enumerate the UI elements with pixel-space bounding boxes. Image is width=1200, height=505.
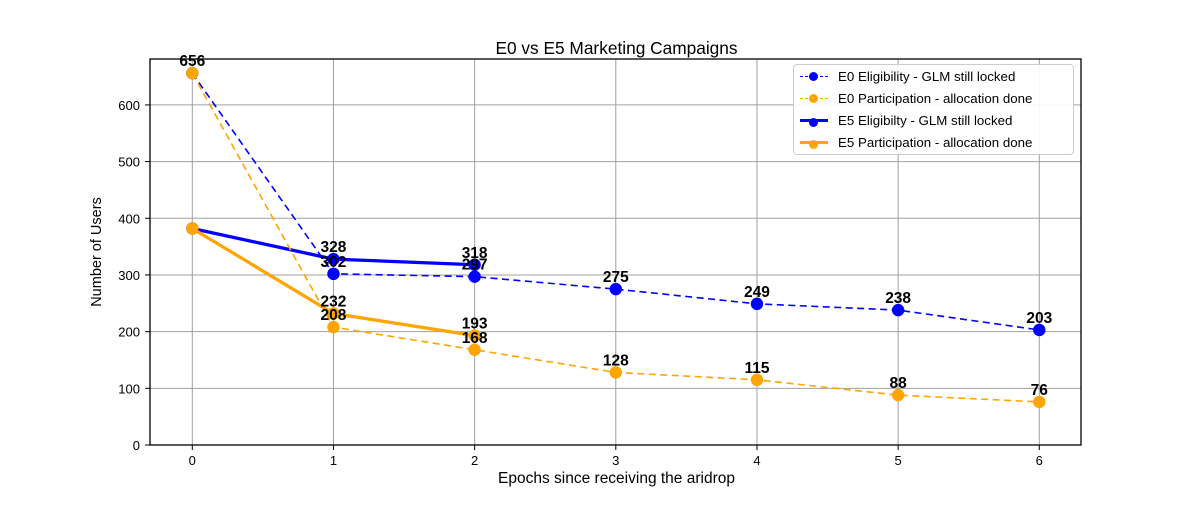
svg-text:193: 193 [462, 316, 488, 333]
svg-text:302: 302 [321, 254, 347, 271]
svg-text:76: 76 [1031, 382, 1049, 399]
svg-text:328: 328 [321, 239, 347, 256]
svg-text:1: 1 [330, 453, 337, 468]
svg-text:600: 600 [118, 98, 140, 113]
svg-text:128: 128 [603, 352, 629, 369]
svg-text:3: 3 [612, 453, 619, 468]
svg-text:115: 115 [744, 360, 769, 377]
svg-text:300: 300 [118, 268, 140, 283]
svg-text:6: 6 [1036, 453, 1043, 468]
svg-text:100: 100 [118, 381, 140, 396]
svg-text:500: 500 [118, 155, 140, 170]
svg-text:232: 232 [321, 294, 347, 311]
svg-text:5: 5 [895, 453, 902, 468]
svg-text:203: 203 [1026, 310, 1052, 327]
svg-text:400: 400 [118, 211, 140, 226]
svg-text:200: 200 [118, 325, 140, 340]
svg-text:4: 4 [753, 453, 760, 468]
svg-text:88: 88 [890, 375, 908, 392]
svg-text:0: 0 [189, 453, 196, 468]
svg-text:249: 249 [744, 284, 770, 301]
svg-text:318: 318 [462, 245, 488, 262]
svg-text:238: 238 [885, 290, 911, 307]
svg-text:275: 275 [603, 269, 629, 286]
svg-text:0: 0 [133, 438, 140, 453]
svg-text:2: 2 [471, 453, 478, 468]
